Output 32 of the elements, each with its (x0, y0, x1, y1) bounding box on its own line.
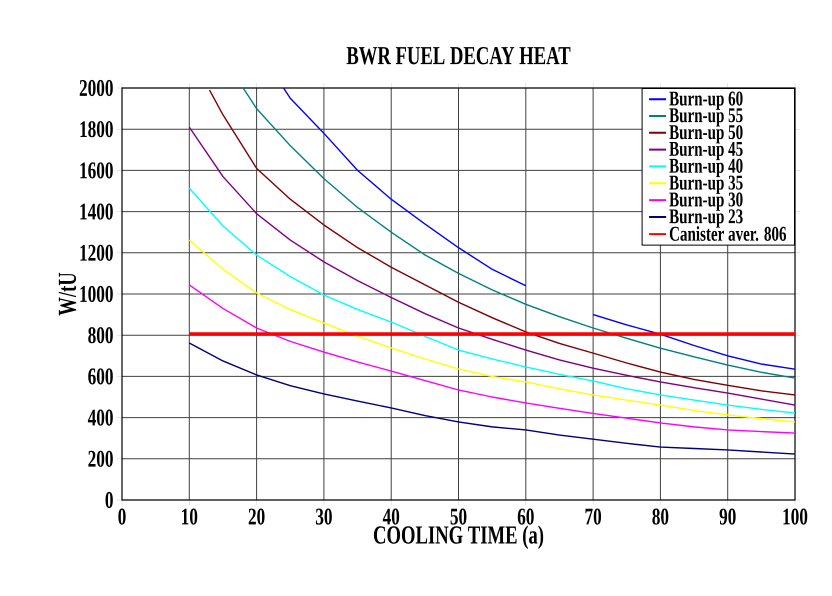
line-series (188, 284, 796, 434)
y-tick-label: 200 (88, 450, 113, 467)
y-tick-label: 1200 (80, 244, 113, 261)
y-tick-label: 1400 (80, 204, 113, 220)
x-tick-label: 20 (248, 508, 265, 525)
y-tick-label: 1600 (80, 162, 113, 178)
x-tick-label: 10 (182, 508, 198, 525)
x-tick-label: 30 (316, 508, 332, 525)
x-tick-label: 40 (382, 508, 400, 525)
x-tick-label: 80 (652, 508, 668, 525)
y-tick-label: 2000 (80, 80, 113, 96)
y-tick-label: 600 (88, 368, 113, 384)
x-tick-label: 60 (518, 508, 534, 525)
x-tick-label: 70 (585, 508, 602, 525)
x-tick-label: 50 (450, 508, 466, 525)
legend-label: Canister aver. 806 (670, 226, 786, 241)
y-tick-label: 1000 (80, 286, 113, 302)
x-tick-label: 100 (783, 508, 808, 525)
y-tick-label: 800 (88, 327, 113, 344)
y-tick-label: 1800 (80, 121, 113, 138)
x-tick-label: 0 (118, 508, 126, 525)
x-axis-title: COOLING TIME (a) (374, 526, 544, 549)
x-tick-label: 90 (720, 508, 736, 525)
y-tick-label: 400 (88, 410, 113, 426)
legend-label: Burn-up 23 (669, 209, 743, 228)
y-tick-label: 0 (106, 492, 113, 508)
y-axis-title: W/tU (58, 272, 76, 316)
line-series (188, 342, 796, 455)
line-series (188, 126, 796, 406)
line-series (188, 239, 796, 423)
legend-label: Burn-up 50 (669, 125, 743, 144)
chart-title: BWR FUEL DECAY HEAT (346, 46, 570, 64)
